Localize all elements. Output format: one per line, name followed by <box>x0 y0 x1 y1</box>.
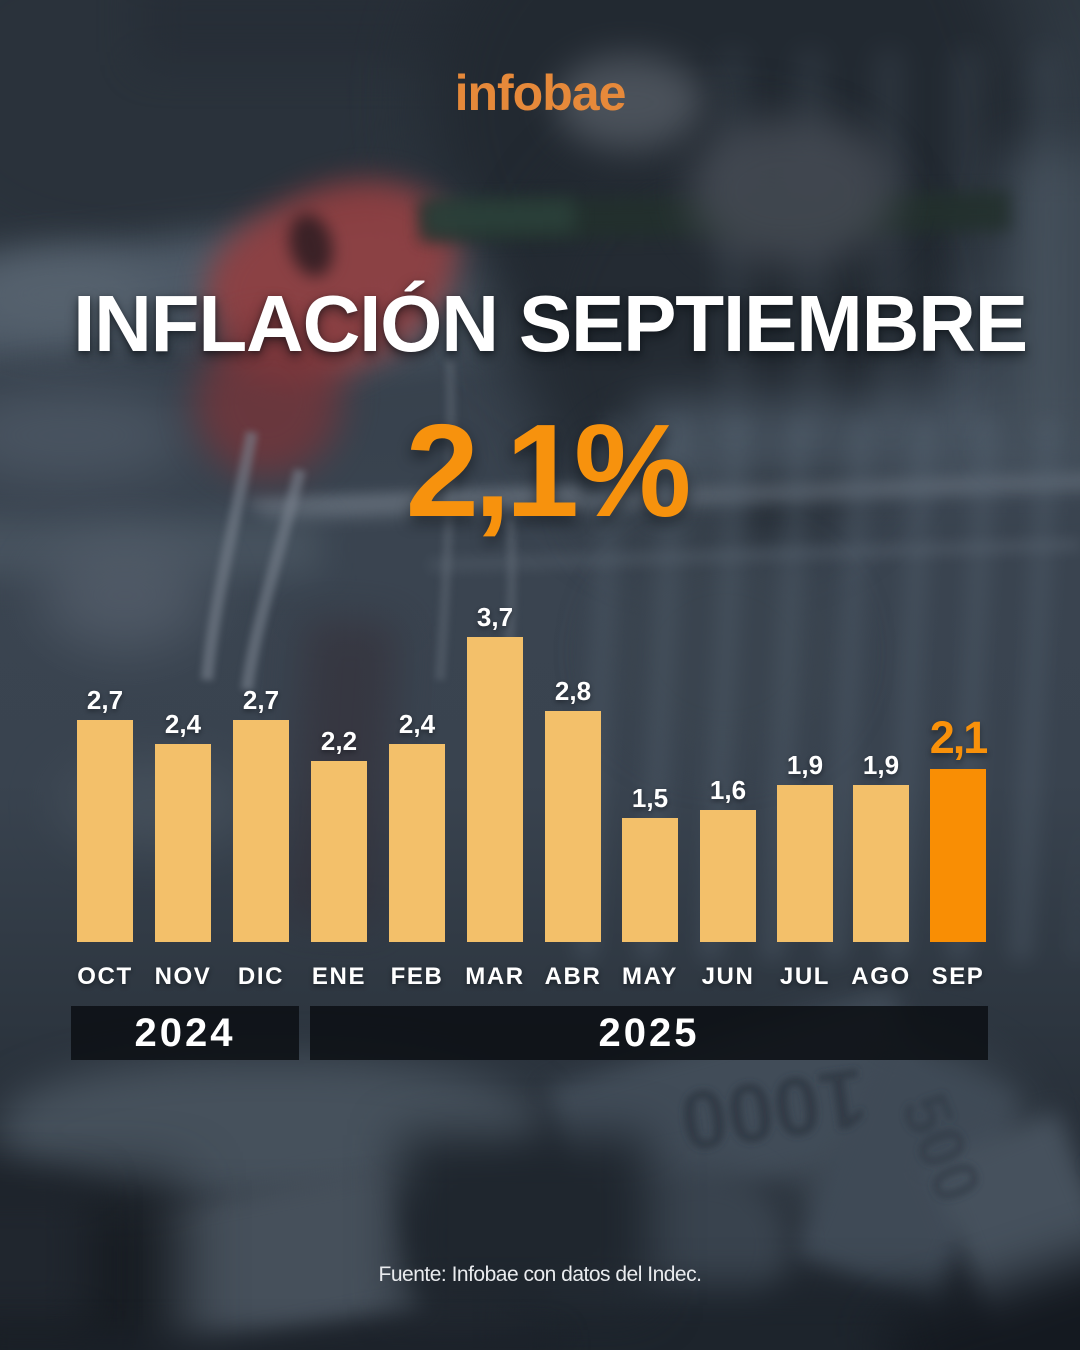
svg-text:500: 500 <box>1064 1129 1080 1249</box>
svg-text:1000: 1000 <box>674 1050 872 1169</box>
svg-text:500: 500 <box>887 1083 997 1213</box>
